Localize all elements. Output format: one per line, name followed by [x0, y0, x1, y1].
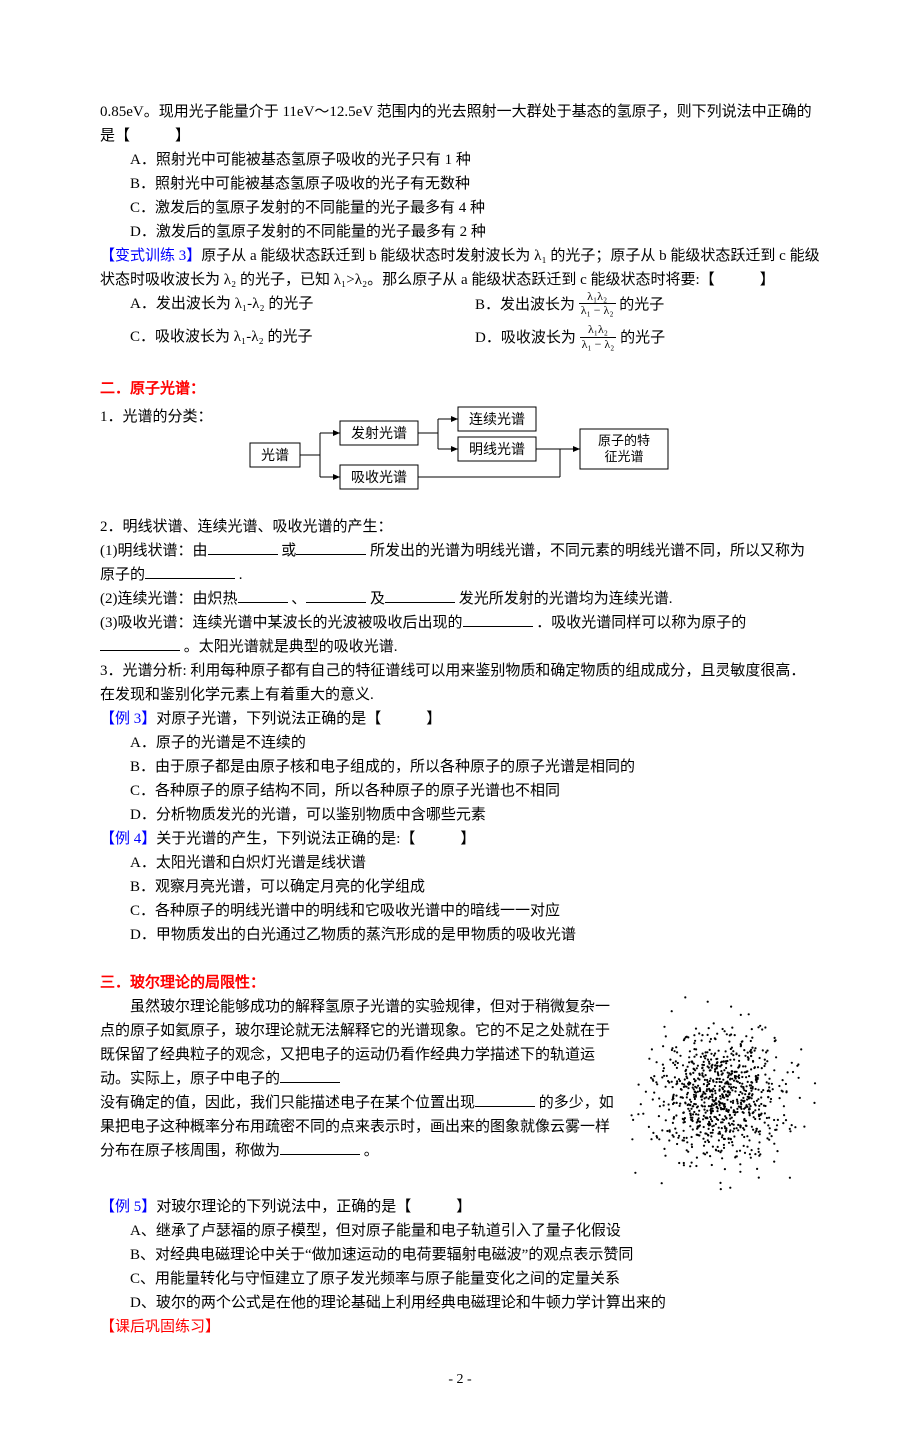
- variation-3-body: 原子从 a 能级状态跃迁到 b 能级状态时发射波长为 λ₁ 的光子；原子从 b …: [100, 248, 820, 288]
- v3-choice-a: A．发出波长为 λ₁-λ₂ 的光子: [130, 296, 313, 312]
- example-5-choices: A、继承了卢瑟福的原子模型，但对原子能量和电子轨道引入了量子化假设 B、对经典电…: [100, 1219, 820, 1315]
- fraction-d: λ₁λ₂ λ₁ − λ₂: [580, 323, 617, 350]
- frac-den-d: λ₁ − λ₂: [580, 338, 617, 351]
- example-4-choices: A．太阳光谱和白炽灯光谱是线状谱 B．观察月亮光谱，可以确定月亮的化学组成 C．…: [100, 851, 820, 947]
- bohr-p1: 虽然玻尔理论能够成功的解释氢原子光谱的实验规律，但对于稍微复杂一点的原子如氦原子…: [100, 995, 620, 1091]
- diag-n4: 连续光谱: [469, 411, 525, 428]
- diag-n6b: 征光谱: [604, 449, 643, 464]
- bohr-p2a: 没有确定的值，因此，我们只能描述电子在某个位置出现: [100, 1095, 475, 1111]
- e5-b: B、对经典电磁理论中关于“做加速运动的电荷要辐射电磁波”的观点表示赞同: [130, 1243, 820, 1267]
- e3-d: D．分析物质发光的光谱，可以鉴别物质中含哪些元素: [130, 803, 820, 827]
- example-3-q: 对原子光谱，下列说法正确的是【 】: [156, 711, 441, 727]
- section-2-title: 二．原子光谱：: [100, 377, 820, 401]
- footer-label: 【课后巩固练习】: [100, 1315, 820, 1339]
- intro-choices: A．照射光中可能被基态氢原子吸收的光子只有 1 种 B．照射光中可能被基态氢原子…: [100, 148, 820, 244]
- example-4-q: 关于光谱的产生，下列说法正确的是:【 】: [156, 831, 475, 847]
- page-number: - 2 -: [100, 1369, 820, 1391]
- diag-n2: 发射光谱: [351, 426, 407, 442]
- diag-n3: 吸收光谱: [351, 470, 407, 486]
- section-2-item2: 2．明线状谱、连续光谱、吸收光谱的产生：: [100, 515, 820, 539]
- fraction-b: λ₁λ₂ λ₁ − λ₂: [579, 290, 616, 317]
- section-2-item1: 1．光谱的分类：: [100, 405, 240, 429]
- example-5: 【例 5】对玻尔理论的下列说法中，正确的是【 】: [100, 1195, 820, 1219]
- frac-num: λ₁λ₂: [579, 290, 616, 304]
- bohr-wrap: 虽然玻尔理论能够成功的解释氢原子光谱的实验规律，但对于稍微复杂一点的原子如氦原子…: [100, 995, 820, 1195]
- example-5-label: 【例 5】: [100, 1199, 156, 1215]
- intro-question: 0.85eV。现用光子能量介于 11eV～12.5eV 范围内的光去照射一大群处…: [100, 100, 820, 148]
- section-2-item3: 3．光谱分析: 利用每种原子都有自己的特征谱线可以用来鉴别物质和确定物质的组成成…: [100, 659, 820, 707]
- example-3-label: 【例 3】: [100, 711, 156, 727]
- e4-b: B．观察月亮光谱，可以确定月亮的化学组成: [130, 875, 820, 899]
- variation-3-choices: A．发出波长为 λ₁-λ₂ 的光子 B．发出波长为 λ₁λ₂ λ₁ − λ₂ 的…: [100, 292, 820, 353]
- p23c: 。太阳光谱就是典型的吸收光谱.: [184, 639, 398, 655]
- v3-choice-c: C．吸收波长为 λ₁-λ₂ 的光子: [130, 329, 313, 345]
- p22a: (2)连续光谱：由炽热: [100, 591, 238, 607]
- v3-choice-b-suffix: 的光子: [619, 297, 664, 313]
- v3-choice-d-suffix: 的光子: [620, 331, 665, 347]
- frac-num-d: λ₁λ₂: [580, 323, 617, 337]
- diag-n6a: 原子的特: [598, 433, 650, 448]
- diag-n1: 光谱: [261, 448, 289, 464]
- electron-cloud: [620, 995, 820, 1195]
- variation-3: 【变式训练 3】原子从 a 能级状态跃迁到 b 能级状态时发射波长为 λ₁ 的光…: [100, 244, 820, 292]
- p23b: ．吸收光谱同样可以称为原子的: [536, 615, 746, 631]
- bohr-p2: 没有确定的值，因此，我们只能描述电子在某个位置出现 的多少，如果把电子这种概率分…: [100, 1091, 620, 1163]
- e5-d: D、玻尔的两个公式是在他的理论基础上利用经典电磁理论和牛顿力学计算出来的: [130, 1291, 820, 1315]
- e4-a: A．太阳光谱和白炽灯光谱是线状谱: [130, 851, 820, 875]
- p23a: (3)吸收光谱：连续光谱中某波长的光波被吸收后出现的: [100, 615, 463, 631]
- choice-c: C．激发后的氢原子发射的不同能量的光子最多有 4 种: [130, 196, 820, 220]
- example-3-choices: A．原子的光谱是不连续的 B．由于原子都是由原子核和电子组成的，所以各种原子的原…: [100, 731, 820, 827]
- e3-a: A．原子的光谱是不连续的: [130, 731, 820, 755]
- v3-choice-d: D．吸收波长为: [475, 331, 576, 347]
- variation-3-label: 【变式训练 3】: [100, 248, 201, 264]
- e3-c: C．各种原子的原子结构不同，所以各种原子的原子光谱也不相同: [130, 779, 820, 803]
- p21b: 或: [281, 543, 296, 559]
- v3-choice-b: B．发出波长为: [475, 297, 575, 313]
- e4-c: C．各种原子的明线光谱中的明线和它吸收光谱中的暗线一一对应: [130, 899, 820, 923]
- example-3: 【例 3】对原子光谱，下列说法正确的是【 】: [100, 707, 820, 731]
- section-3-title: 三．玻尔理论的局限性：: [100, 971, 820, 995]
- example-4-label: 【例 4】: [100, 831, 156, 847]
- bohr-p2c: 。: [364, 1143, 379, 1159]
- e3-b: B．由于原子都是由原子核和电子组成的，所以各种原子的原子光谱是相同的: [130, 755, 820, 779]
- para-21: (1)明线状谱：由 或 所发出的光谱为明线光谱，不同元素的明线光谱不同，所以又称…: [100, 539, 820, 587]
- para-23: (3)吸收光谱：连续光谱中某波长的光波被吸收后出现的 ．吸收光谱同样可以称为原子…: [100, 611, 820, 659]
- p22d: 发光所发射的光谱均为连续光谱.: [459, 591, 673, 607]
- e5-c: C、用能量转化与守恒建立了原子发光频率与原子能量变化之间的定量关系: [130, 1267, 820, 1291]
- spectrum-diagram: 光谱 发射光谱 吸收光谱 连续光谱 明线光谱 原子的特 征光谱: [240, 405, 800, 505]
- choice-a: A．照射光中可能被基态氢原子吸收的光子只有 1 种: [130, 148, 820, 172]
- para-22: (2)连续光谱：由炽热 、 及 发光所发射的光谱均为连续光谱.: [100, 587, 820, 611]
- p21a: (1)明线状谱：由: [100, 543, 208, 559]
- p22b: 、: [291, 591, 306, 607]
- p21d: .: [239, 567, 243, 583]
- bohr-p1-text: 虽然玻尔理论能够成功的解释氢原子光谱的实验规律，但对于稍微复杂一点的原子如氦原子…: [100, 999, 610, 1087]
- e5-a: A、继承了卢瑟福的原子模型，但对原子能量和电子轨道引入了量子化假设: [130, 1219, 820, 1243]
- diag-n5: 明线光谱: [469, 442, 525, 458]
- example-5-q: 对玻尔理论的下列说法中，正确的是【 】: [156, 1199, 471, 1215]
- e4-d: D．甲物质发出的白光通过乙物质的蒸汽形成的是甲物质的吸收光谱: [130, 923, 820, 947]
- choice-b: B．照射光中可能被基态氢原子吸收的光子有无数种: [130, 172, 820, 196]
- example-4: 【例 4】关于光谱的产生，下列说法正确的是:【 】: [100, 827, 820, 851]
- p22c: 及: [370, 591, 385, 607]
- choice-d: D．激发后的氢原子发射的不同能量的光子最多有 2 种: [130, 220, 820, 244]
- frac-den: λ₁ − λ₂: [579, 304, 616, 317]
